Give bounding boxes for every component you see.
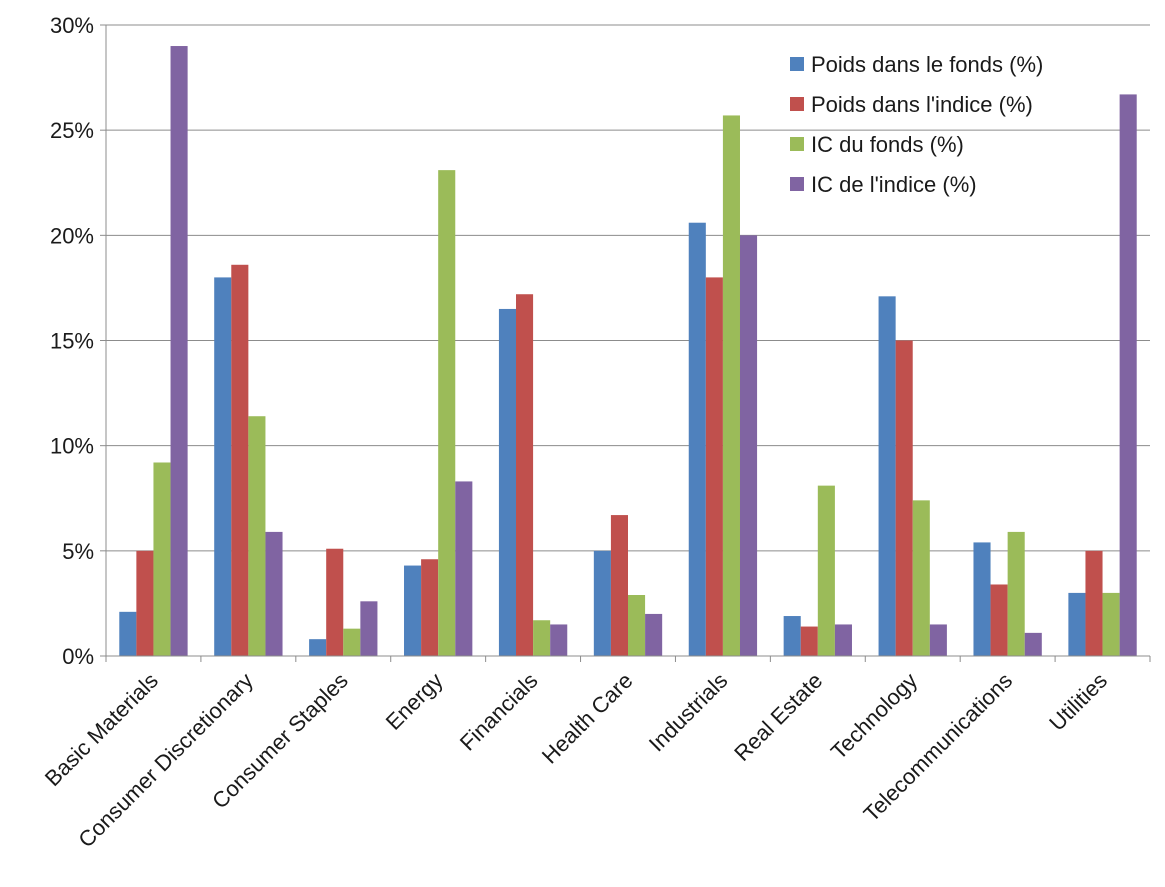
y-tick-label: 30% (50, 13, 94, 38)
legend-swatch (790, 97, 804, 111)
bars (119, 46, 1137, 657)
x-tick-label: Consumer Discretionary (73, 668, 258, 853)
bar (309, 639, 327, 656)
bar (170, 46, 188, 657)
bar (231, 264, 249, 656)
bar (498, 308, 517, 656)
bar (912, 500, 930, 656)
bar (722, 115, 740, 656)
bar (404, 565, 422, 656)
x-tick-label: Health Care (537, 668, 638, 769)
x-tick-label: Energy (381, 668, 448, 735)
y-tick-labels: 0% 5% 10% 15% 20% 25% 30% (50, 13, 94, 669)
legend-swatch (790, 57, 804, 71)
legend: Poids dans le fonds (%) Poids dans l'indi… (790, 52, 1043, 197)
y-tick-label: 0% (62, 644, 94, 669)
bar (817, 485, 835, 656)
bar (265, 531, 283, 656)
bar (533, 620, 551, 656)
bar (343, 628, 361, 656)
y-tick-label: 25% (50, 118, 94, 143)
x-tick-label: Real Estate (729, 668, 827, 766)
bar (878, 296, 896, 656)
bar (550, 624, 568, 656)
y-tick-label: 15% (50, 329, 94, 354)
bar (800, 626, 818, 656)
bar (783, 616, 801, 656)
bar (1085, 550, 1103, 656)
bar (421, 559, 439, 656)
bar (929, 624, 947, 656)
bar (688, 222, 706, 657)
legend-label: Poids dans le fonds (%) (811, 52, 1043, 77)
axes (100, 24, 1151, 662)
bar (136, 550, 154, 656)
bar (628, 595, 646, 656)
bar (455, 481, 473, 656)
bar (834, 624, 852, 656)
legend-label: IC de l'indice (%) (811, 172, 977, 197)
bar (1024, 632, 1042, 656)
x-tick-label: Technology (826, 668, 922, 764)
bar (1068, 592, 1086, 656)
bar (1119, 94, 1137, 656)
bar (739, 235, 758, 657)
y-tick-label: 20% (50, 223, 94, 248)
bar (119, 611, 137, 656)
bar (248, 416, 266, 656)
bar (326, 548, 344, 656)
bar (153, 462, 171, 656)
bar (593, 550, 611, 656)
legend-swatch (790, 177, 804, 191)
legend-swatch (790, 137, 804, 151)
bar (705, 277, 723, 656)
bar (895, 340, 913, 656)
y-tick-label: 5% (62, 539, 94, 564)
bar (1007, 531, 1025, 656)
bar (1102, 592, 1120, 656)
bar (645, 613, 663, 656)
x-tick-label: Utilities (1044, 668, 1112, 736)
bar (990, 584, 1008, 656)
bar (516, 294, 534, 656)
legend-label: IC du fonds (%) (811, 132, 964, 157)
bar (610, 515, 628, 656)
bar (360, 601, 378, 656)
legend-label: Poids dans l'indice (%) (811, 92, 1033, 117)
x-tick-label: Financials (455, 668, 543, 756)
y-tick-label: 10% (50, 434, 94, 459)
bar (214, 277, 232, 656)
bar (438, 170, 456, 656)
bar (973, 542, 991, 656)
x-tick-label: Industrials (644, 668, 733, 757)
